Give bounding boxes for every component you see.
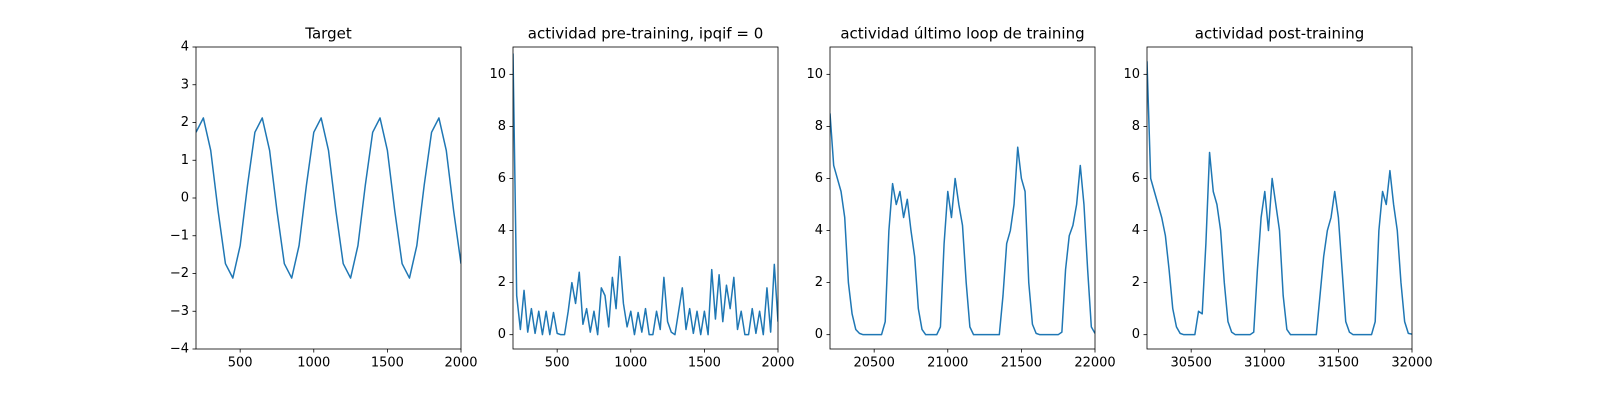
x-tick-label: 21000	[927, 356, 968, 371]
y-tick-label: 2	[181, 115, 189, 130]
y-tick-label: 0	[181, 191, 189, 206]
x-tick-label: 30500	[1170, 356, 1211, 371]
data-line	[196, 117, 461, 279]
y-tick-label: 6	[498, 171, 506, 186]
y-tick-label: −2	[170, 266, 189, 281]
x-tick-label: 500	[228, 356, 253, 371]
y-tick-label: 0	[498, 327, 506, 342]
x-tick-label: 2000	[761, 356, 794, 371]
x-tick-label: 31500	[1318, 356, 1359, 371]
axes-frame	[512, 46, 779, 350]
y-tick-label: −1	[170, 228, 189, 243]
y-tick-label: 8	[1132, 119, 1140, 134]
axes-frame	[195, 46, 462, 350]
x-tick-label: 22000	[1074, 356, 1115, 371]
axes-frame	[1146, 46, 1413, 350]
y-tick-label: 4	[181, 40, 189, 55]
y-tick-label: 10	[806, 67, 823, 82]
x-tick-label: 1000	[297, 356, 330, 371]
y-tick-label: −3	[170, 304, 189, 319]
y-tick-label: −4	[170, 342, 189, 357]
chart-title: Target	[304, 25, 352, 43]
chart-title: actividad post-training	[1195, 25, 1364, 43]
data-line	[513, 53, 778, 336]
chart-title: actividad pre-training, ipqif = 0	[528, 25, 764, 43]
y-tick-label: 8	[815, 119, 823, 134]
chart-title: actividad último loop de training	[840, 25, 1084, 43]
x-tick-label: 1000	[614, 356, 647, 371]
x-tick-label: 32000	[1391, 356, 1432, 371]
y-tick-label: 4	[1132, 223, 1140, 238]
x-tick-label: 1500	[371, 356, 404, 371]
y-tick-label: 0	[815, 327, 823, 342]
axes-frame	[829, 46, 1096, 350]
x-tick-label: 21500	[1001, 356, 1042, 371]
y-tick-label: 6	[1132, 171, 1140, 186]
data-line	[1147, 61, 1412, 336]
data-line	[830, 113, 1095, 336]
y-tick-label: 8	[498, 119, 506, 134]
y-tick-label: 3	[181, 77, 189, 92]
y-tick-label: 4	[815, 223, 823, 238]
y-tick-label: 6	[815, 171, 823, 186]
y-tick-label: 10	[489, 67, 506, 82]
y-tick-label: 2	[498, 275, 506, 290]
y-tick-label: 1	[181, 153, 189, 168]
x-tick-label: 31000	[1244, 356, 1285, 371]
y-tick-label: 10	[1123, 67, 1140, 82]
x-tick-label: 1500	[688, 356, 721, 371]
y-tick-label: 0	[1132, 327, 1140, 342]
x-tick-label: 20500	[853, 356, 894, 371]
x-tick-label: 500	[545, 356, 570, 371]
x-tick-label: 2000	[444, 356, 477, 371]
y-tick-label: 4	[498, 223, 506, 238]
y-tick-label: 2	[815, 275, 823, 290]
y-tick-label: 2	[1132, 275, 1140, 290]
